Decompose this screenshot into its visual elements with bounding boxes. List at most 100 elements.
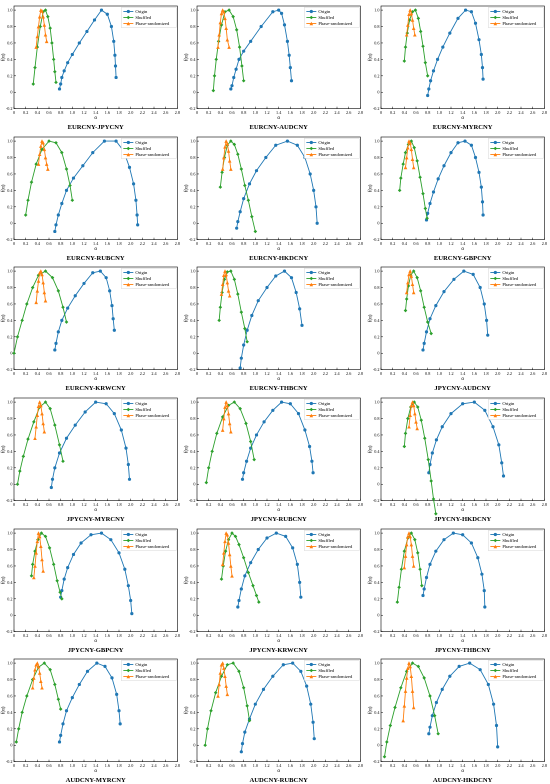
y-tick-label: 0.8 [374, 547, 379, 552]
chart-title: AUDCNY-MYRCNY [66, 777, 126, 783]
data-point [114, 75, 118, 80]
legend-marker [126, 21, 131, 26]
data-point [404, 155, 409, 159]
data-point [224, 400, 229, 404]
data-point [33, 668, 37, 672]
data-point [249, 439, 253, 444]
data-point [460, 402, 464, 406]
data-point [491, 702, 495, 707]
data-point [110, 304, 114, 308]
plot-frame [13, 659, 178, 763]
legend-marker [309, 15, 314, 20]
data-point [432, 714, 437, 718]
y-tick-label: 0.2 [7, 73, 12, 78]
x-tick-label: 2.6 [163, 371, 168, 376]
data-point [412, 145, 416, 150]
data-point [430, 714, 434, 718]
x-tick-label: 0.8 [241, 110, 246, 115]
data-point [250, 214, 254, 219]
data-point [298, 580, 302, 584]
x-tick-label: 1.2 [265, 763, 270, 768]
y-tick-label: 0.8 [7, 677, 12, 682]
y-tick-label: 0 [377, 351, 379, 356]
x-tick-label: 2.4 [518, 633, 524, 638]
legend-marker [126, 140, 130, 144]
data-point [415, 550, 420, 555]
data-point [396, 585, 401, 589]
legend-marker [126, 407, 131, 412]
legend-marker [493, 283, 497, 287]
y-tick-label: 0.6 [191, 694, 196, 699]
y-tick-label: 0.8 [374, 285, 379, 290]
y-tick-label: 1.0 [191, 138, 196, 143]
x-tick-label: 1.8 [116, 633, 121, 638]
legend-label: Shuffled [319, 15, 335, 20]
data-point [252, 457, 257, 462]
data-point [237, 57, 241, 61]
legend-marker [310, 271, 314, 275]
series-phase-randomized [36, 138, 50, 171]
legend-label: Shuffled [319, 276, 335, 281]
data-point [427, 694, 432, 699]
legend-label: Shuffled [135, 146, 151, 151]
data-point [217, 318, 222, 323]
x-tick-label: 2.8 [541, 110, 546, 115]
data-point [256, 299, 261, 303]
legend-label: Shuffled [502, 538, 518, 543]
data-point [410, 282, 414, 287]
legend-marker [126, 283, 131, 287]
x-tick-label: 1.8 [116, 763, 121, 768]
data-point [482, 408, 487, 412]
series-line [422, 270, 488, 351]
y-tick-label: 0 [10, 743, 12, 748]
data-point [403, 45, 407, 49]
data-point [53, 69, 57, 74]
data-point [451, 278, 456, 282]
data-point [242, 343, 246, 347]
data-point [431, 497, 435, 501]
series-phase-randomized [404, 269, 416, 295]
data-point [426, 457, 430, 462]
legend-marker [126, 146, 131, 150]
data-point [410, 689, 414, 694]
data-point [222, 416, 226, 421]
data-point [421, 348, 425, 352]
data-point [53, 682, 57, 687]
chart-title: EURCNY-RUBCNY [67, 255, 125, 261]
data-point [41, 568, 45, 573]
data-point [53, 423, 57, 427]
data-point [428, 725, 432, 730]
x-tick-label: 1.6 [471, 502, 476, 507]
data-point [403, 309, 407, 313]
x-tick-label: 1.4 [276, 502, 282, 507]
legend-label: Phase-randomized [135, 152, 170, 157]
legend-marker [493, 9, 497, 14]
data-point [220, 576, 224, 581]
data-point [20, 710, 24, 715]
y-tick-label: 0.8 [191, 24, 196, 29]
legend-marker [493, 544, 497, 548]
legend-box [487, 399, 544, 420]
x-tick-label: 0.8 [241, 633, 246, 638]
x-tick-label: 1.4 [93, 241, 99, 246]
data-point [105, 12, 109, 16]
series-line [425, 140, 484, 220]
x-tick-label: 2.4 [151, 502, 157, 507]
x-tick-label: 2.8 [175, 110, 180, 115]
x-tick-label: 1.8 [116, 371, 121, 376]
y-axis-label: f(α) [368, 445, 373, 453]
x-tick-label: 1.6 [471, 371, 476, 376]
data-point [475, 555, 480, 560]
x-tick-label: 2.0 [128, 633, 133, 638]
y-tick-label: -0.2 [6, 106, 13, 111]
y-tick-label: 0.2 [7, 727, 12, 732]
y-tick-label: 0 [377, 743, 379, 748]
data-point [473, 155, 477, 159]
legend-label: Shuffled [135, 276, 151, 281]
x-tick-label: 0.8 [241, 241, 246, 246]
data-point [221, 562, 225, 566]
y-tick-label: 0 [194, 90, 196, 95]
y-tick-label: 0 [194, 351, 196, 356]
